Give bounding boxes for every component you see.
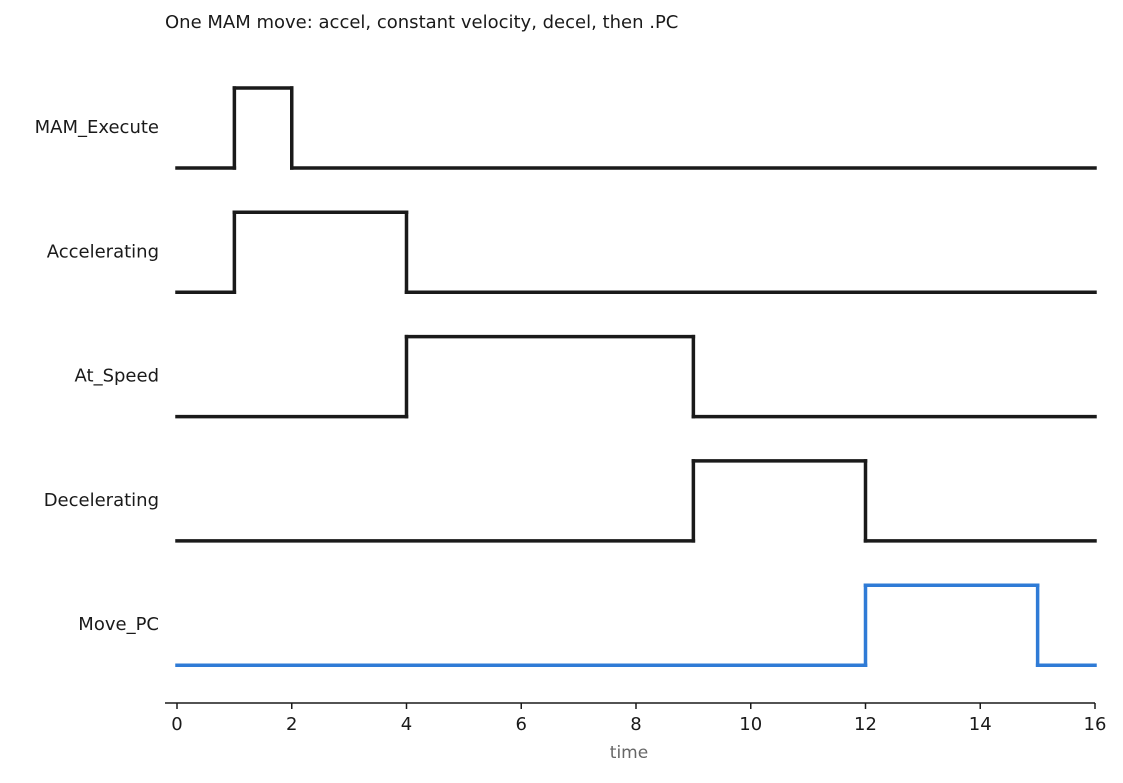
x-tick-label: 10 xyxy=(739,714,762,735)
x-tick-label: 0 xyxy=(171,714,182,735)
x-tick-label: 12 xyxy=(854,714,877,735)
x-tick-label: 2 xyxy=(286,714,297,735)
chart-title: One MAM move: accel, constant velocity, … xyxy=(165,12,678,33)
signal-label: At_Speed xyxy=(75,366,159,387)
x-tick-label: 6 xyxy=(516,714,527,735)
x-tick-label: 16 xyxy=(1084,714,1107,735)
signal-label: Move_PC xyxy=(78,614,159,635)
signal-label: MAM_Execute xyxy=(35,117,159,138)
signal-label: Decelerating xyxy=(44,490,159,511)
signal-label: Accelerating xyxy=(47,241,159,262)
x-tick-label: 8 xyxy=(630,714,641,735)
x-tick-label: 14 xyxy=(969,714,992,735)
x-axis-label: time xyxy=(610,743,648,763)
x-tick-label: 4 xyxy=(401,714,412,735)
